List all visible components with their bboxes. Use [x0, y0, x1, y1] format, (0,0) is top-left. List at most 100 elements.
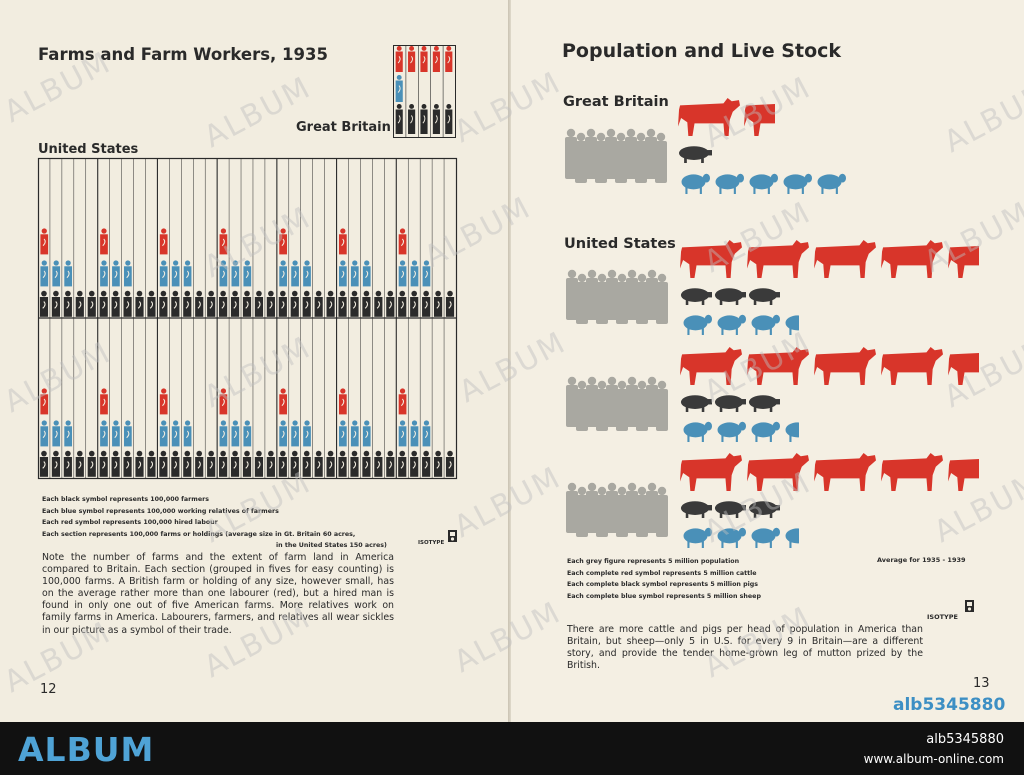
population-figure — [646, 482, 658, 533]
isotype-logo-left-dot — [450, 537, 455, 541]
population-figure — [646, 269, 658, 320]
relative-symbol — [291, 260, 299, 287]
population-figure — [645, 128, 657, 179]
cattle-symbol — [948, 246, 979, 278]
farmer-symbol — [183, 290, 192, 317]
farmer-symbol — [123, 290, 132, 317]
farmer-symbol — [410, 450, 419, 477]
farmer-symbol — [99, 450, 108, 477]
relative-symbol — [279, 420, 287, 447]
farmer-symbol — [219, 290, 228, 317]
population-figure — [585, 128, 597, 179]
book-gutter — [508, 0, 512, 722]
sheep-symbol — [749, 173, 778, 194]
cattle-symbol — [881, 240, 943, 278]
page-number-left: 12 — [40, 682, 57, 697]
cattle-symbol — [814, 347, 876, 385]
pig-symbol — [748, 395, 780, 412]
population-figure — [596, 380, 608, 431]
farmer-symbol — [147, 290, 156, 317]
sheep-symbol — [785, 315, 799, 335]
farmer-symbol — [266, 450, 275, 477]
cattle-symbol — [948, 459, 979, 491]
farmer-symbol — [51, 290, 60, 317]
farmer-symbol — [338, 290, 347, 317]
relative-symbol — [219, 260, 228, 287]
relative-symbol — [279, 260, 287, 287]
relative-symbol — [350, 420, 359, 447]
population-figure — [635, 132, 647, 183]
population-figure — [626, 376, 638, 427]
pig-symbol — [679, 146, 712, 163]
hired-labour-symbol — [159, 228, 168, 255]
relative-symbol — [422, 420, 431, 447]
population-figure — [575, 132, 587, 183]
farmer-symbol — [159, 290, 168, 317]
legend-pigs: Each complete black symbol represents 5 … — [567, 581, 759, 588]
relative-symbol — [52, 420, 61, 447]
livestock-legend: Each grey figure represents 5 million po… — [567, 556, 761, 602]
sheep-symbol — [751, 421, 780, 442]
cattle-symbol — [747, 453, 809, 491]
relative-symbol — [303, 420, 311, 447]
hired-labour-symbol — [432, 46, 440, 72]
pig-symbol — [714, 288, 746, 305]
relative-symbol — [171, 420, 180, 447]
farmer-symbol — [75, 450, 84, 477]
sheep-symbol — [717, 314, 746, 335]
pig-symbol — [748, 501, 780, 518]
cattle-symbol — [814, 453, 876, 491]
farmer-symbol — [99, 290, 108, 317]
farmer-symbol — [302, 450, 311, 477]
farmer-symbol — [408, 104, 416, 134]
website-link[interactable]: www.album-online.com — [863, 752, 1004, 766]
relative-symbol — [171, 260, 180, 287]
population-figure — [596, 273, 608, 324]
us-label-livestock: United States — [564, 236, 676, 252]
hired-labour-symbol — [398, 228, 407, 255]
population-figure — [606, 482, 618, 533]
farmer-symbol — [207, 450, 216, 477]
population-figure — [586, 376, 598, 427]
farmer-symbol — [195, 290, 204, 317]
sheep-symbol — [785, 528, 799, 548]
farmer-symbol — [207, 290, 216, 317]
cattle-symbol — [680, 347, 742, 385]
cattle-symbol — [744, 104, 775, 136]
farmer-symbol — [159, 450, 168, 477]
cattle-symbol — [948, 353, 979, 385]
relative-symbol — [231, 260, 240, 287]
hired-labour-symbol — [40, 388, 49, 415]
farmer-symbol — [386, 450, 395, 477]
sheep-symbol — [751, 314, 780, 335]
farmer-symbol — [242, 450, 252, 477]
image-id: alb5345880 — [926, 732, 1004, 747]
relative-symbol — [338, 260, 347, 287]
farmer-symbol — [87, 450, 96, 477]
population-figure — [626, 482, 638, 533]
farmer-symbol — [420, 104, 428, 134]
relative-symbol — [338, 420, 347, 447]
population-figure — [576, 380, 588, 431]
relative-symbol — [362, 420, 371, 447]
sheep-symbol — [683, 314, 712, 335]
relative-symbol — [124, 260, 132, 287]
isotype-logo-right-window — [967, 602, 972, 606]
farmer-symbol — [338, 450, 347, 477]
farmer-symbol — [290, 290, 299, 317]
legend-section-cont: in the United States 150 acres) — [276, 542, 387, 549]
album-logo[interactable]: ALBUM — [18, 730, 155, 769]
relative-symbol — [64, 260, 73, 287]
cattle-symbol — [881, 347, 943, 385]
us-label-farms: United States — [38, 142, 139, 157]
farmer-symbol — [314, 290, 323, 317]
hired-labour-symbol — [100, 228, 108, 255]
hired-labour-symbol — [159, 388, 168, 415]
hired-labour-symbol — [40, 228, 49, 255]
population-figure — [646, 376, 658, 427]
farmer-symbol — [432, 104, 440, 134]
pig-symbol — [680, 501, 712, 518]
pig-symbol — [680, 395, 712, 412]
legend-section: Each section represents 100,000 farms or… — [42, 530, 356, 538]
farmer-symbol — [39, 450, 49, 477]
